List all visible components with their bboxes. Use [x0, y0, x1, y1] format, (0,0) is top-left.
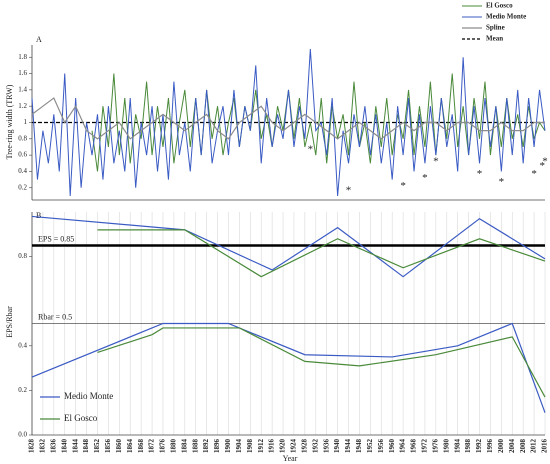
x-tick-label: 1896	[213, 439, 221, 454]
series-line	[97, 327, 546, 398]
x-tick-label: 1856	[104, 439, 112, 454]
x-tick-label: 1956	[377, 439, 385, 454]
legend-label: El Gosco	[64, 413, 98, 423]
x-tick-label: 1888	[191, 439, 199, 454]
series-line	[31, 49, 546, 196]
x-tick-label: 1984	[453, 439, 461, 454]
legend-label: Medio Monte	[486, 13, 526, 21]
x-tick-label: 1916	[268, 439, 276, 454]
x-tick-label: 2000	[497, 439, 505, 454]
x-tick-label: 1876	[159, 439, 167, 454]
reference-label: Rbar = 0.5	[38, 312, 72, 321]
y-tick-label: 1.2	[18, 102, 27, 110]
y-tick-label: 0.4	[18, 341, 27, 349]
y-axis-title: Tree-ring width (TRW)	[5, 84, 14, 159]
x-tick-label: 1948	[355, 439, 363, 454]
y-tick-label: 1.6	[18, 69, 27, 77]
y-axis-title: EPS/Rbar	[5, 306, 14, 338]
x-tick-label: 1988	[464, 439, 472, 454]
x-tick-label: 1912	[257, 439, 265, 454]
x-tick-label: 2004	[508, 439, 516, 454]
y-tick-label: 0.0	[18, 431, 27, 439]
reference-label: EPS = 0.85	[38, 234, 74, 243]
x-tick-label: 1880	[170, 439, 178, 454]
x-tick-label: 1884	[180, 439, 188, 454]
x-tick-label: 2012	[530, 439, 538, 454]
series-line	[97, 229, 546, 278]
x-tick-label: 1852	[93, 439, 101, 454]
x-tick-label: 1980	[442, 439, 450, 454]
legend-label: Spline	[486, 24, 505, 32]
x-tick-label: 1836	[49, 439, 57, 454]
y-tick-label: 0.2	[18, 386, 27, 394]
y-tick-label: 0.6	[18, 151, 27, 159]
pointer-year-marker: *	[542, 156, 548, 168]
x-tick-label: 1920	[279, 439, 287, 454]
x-tick-label: 1976	[431, 439, 439, 454]
y-tick-label: 0.8	[18, 134, 27, 142]
x-tick-label: 1936	[322, 439, 330, 454]
x-axis-title: Year	[283, 454, 298, 463]
x-tick-label: 1848	[82, 439, 90, 454]
series-line	[91, 73, 546, 172]
x-tick-label: 1972	[421, 439, 429, 454]
y-tick-label: 0.4	[18, 167, 27, 175]
x-tick-label: 1996	[486, 439, 494, 454]
x-tick-label: 1952	[366, 439, 374, 454]
x-tick-label: 1844	[71, 439, 79, 454]
x-tick-label: 1872	[148, 439, 156, 454]
x-tick-label: 1828	[28, 439, 36, 454]
x-tick-label: 1868	[137, 439, 145, 454]
x-tick-label: 1944	[344, 439, 352, 454]
x-tick-label: 1924	[290, 439, 298, 454]
x-tick-label: 1928	[300, 439, 308, 454]
pointer-year-marker: *	[433, 156, 439, 168]
series-line	[31, 97, 545, 140]
x-tick-label: 1908	[246, 439, 254, 454]
x-tick-label: 1900	[224, 439, 232, 454]
x-tick-label: 1832	[39, 439, 47, 454]
x-tick-label: 1892	[202, 439, 210, 454]
pointer-year-marker: *	[422, 172, 428, 184]
pointer-year-marker: *	[540, 160, 546, 172]
x-tick-label: 1904	[235, 439, 243, 454]
x-tick-label: 1840	[60, 439, 68, 454]
legend-label: El Gosco	[486, 2, 513, 10]
y-tick-label: 1.8	[18, 53, 27, 61]
pointer-year-marker: *	[346, 184, 352, 196]
pointer-year-marker: *	[477, 168, 483, 180]
y-tick-label: 1	[24, 118, 28, 126]
x-tick-label: 1860	[115, 439, 123, 454]
y-tick-label: 0.8	[18, 252, 27, 260]
panel-label: A	[36, 35, 42, 44]
pointer-year-marker: *	[499, 176, 505, 188]
panel-label: B	[36, 211, 41, 220]
x-tick-label: 2008	[519, 439, 527, 454]
x-tick-label: 1968	[410, 439, 418, 454]
x-tick-label: 1960	[388, 439, 396, 454]
pointer-year-marker: *	[531, 168, 537, 180]
pointer-year-marker: *	[308, 144, 314, 156]
x-tick-label: 1940	[333, 439, 341, 454]
y-tick-label: 1.4	[18, 85, 27, 93]
pointer-year-marker: *	[400, 180, 406, 192]
x-tick-label: 1932	[311, 439, 319, 454]
series-line	[31, 322, 546, 413]
legend-label: Medio Monte	[64, 391, 113, 401]
legend-label: Mean	[486, 35, 503, 43]
x-tick-label: 1864	[126, 439, 134, 454]
y-tick-label: 0.2	[18, 183, 27, 191]
x-tick-label: 1992	[475, 439, 483, 454]
x-tick-label: 2016	[541, 439, 549, 454]
x-tick-label: 1964	[399, 439, 407, 454]
